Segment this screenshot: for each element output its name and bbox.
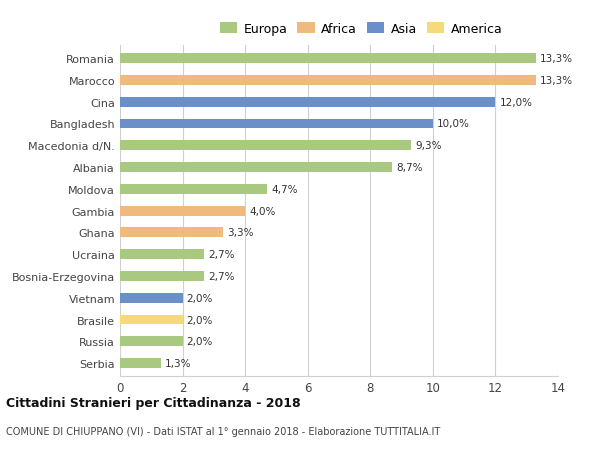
Text: 2,0%: 2,0% xyxy=(187,315,213,325)
Text: COMUNE DI CHIUPPANO (VI) - Dati ISTAT al 1° gennaio 2018 - Elaborazione TUTTITAL: COMUNE DI CHIUPPANO (VI) - Dati ISTAT al… xyxy=(6,426,440,436)
Text: 12,0%: 12,0% xyxy=(499,97,532,107)
Text: 13,3%: 13,3% xyxy=(540,76,573,86)
Bar xyxy=(120,76,536,85)
Bar xyxy=(120,141,411,151)
Text: 8,7%: 8,7% xyxy=(396,162,423,173)
Legend: Europa, Africa, Asia, America: Europa, Africa, Asia, America xyxy=(216,19,506,39)
Bar xyxy=(120,97,496,107)
Text: 2,7%: 2,7% xyxy=(209,271,235,281)
Bar xyxy=(120,206,245,216)
Bar xyxy=(120,119,433,129)
Text: 4,0%: 4,0% xyxy=(249,206,275,216)
Text: 3,3%: 3,3% xyxy=(227,228,254,238)
Bar xyxy=(120,315,182,325)
Text: Cittadini Stranieri per Cittadinanza - 2018: Cittadini Stranieri per Cittadinanza - 2… xyxy=(6,396,301,409)
Bar xyxy=(120,228,223,238)
Text: 2,7%: 2,7% xyxy=(209,250,235,260)
Text: 2,0%: 2,0% xyxy=(187,336,213,347)
Bar xyxy=(120,54,536,64)
Bar xyxy=(120,185,267,194)
Text: 13,3%: 13,3% xyxy=(540,54,573,64)
Text: 1,3%: 1,3% xyxy=(165,358,191,368)
Bar xyxy=(120,250,205,259)
Bar xyxy=(120,163,392,173)
Bar xyxy=(120,337,182,347)
Text: 9,3%: 9,3% xyxy=(415,141,442,151)
Bar xyxy=(120,271,205,281)
Bar xyxy=(120,358,161,368)
Bar xyxy=(120,293,182,303)
Text: 10,0%: 10,0% xyxy=(437,119,470,129)
Text: 2,0%: 2,0% xyxy=(187,293,213,303)
Text: 4,7%: 4,7% xyxy=(271,185,298,195)
